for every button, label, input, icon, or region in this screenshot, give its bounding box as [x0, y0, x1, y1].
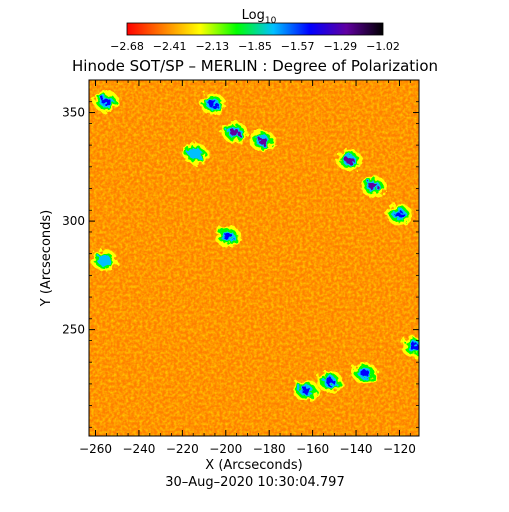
colorbar-tick-label: −1.85	[238, 40, 272, 53]
colorbar-label: Log10	[242, 8, 277, 26]
y-tick-label: 300	[62, 214, 85, 228]
colorbar-tick-label: −1.29	[323, 40, 357, 53]
active-region	[293, 379, 320, 402]
active-region	[221, 121, 248, 143]
active-region	[249, 129, 276, 152]
active-region	[93, 90, 120, 113]
heatmap-regions	[91, 90, 419, 402]
colorbar-tick-label: −1.02	[366, 40, 400, 53]
x-tick-label: −120	[383, 442, 416, 456]
active-region	[199, 93, 226, 115]
active-region	[91, 249, 118, 272]
y-axis-label: Y (Arcseconds)	[39, 210, 54, 307]
active-region	[214, 225, 241, 248]
chart-title: Hinode SOT/SP – MERLIN : Degree of Polar…	[72, 57, 438, 75]
x-axis-label: X (Arcseconds)	[205, 458, 302, 473]
x-tick-label: −200	[209, 442, 242, 456]
x-axis: −260 −240 −220 −200 −180 −160 −140 −120	[79, 80, 416, 456]
colorbar: Log10 −2.68 −2.41 −2.13 −1.85 −1.57 −1.29 −1.0…	[110, 8, 400, 53]
x-tick-label: −260	[79, 442, 112, 456]
active-region	[336, 149, 363, 172]
colorbar-tick-label: −2.41	[153, 40, 187, 53]
x-tick-label: −140	[340, 442, 373, 456]
y-axis: 250 300 350	[62, 101, 419, 428]
x-tick-label: −240	[122, 442, 155, 456]
heatmap-image	[89, 80, 419, 436]
active-region	[182, 142, 209, 165]
colorbar-tick-label: −2.13	[195, 40, 229, 53]
active-region	[316, 370, 344, 393]
x-tick-label: −160	[296, 442, 329, 456]
x-tick-label: −180	[253, 442, 286, 456]
active-region	[360, 175, 387, 198]
colorbar-ticks: −2.68 −2.41 −2.13 −1.85 −1.57 −1.29 −1.02	[110, 40, 400, 53]
colorbar-frame	[126, 22, 384, 36]
observation-timestamp: 30–Aug–2020 10:30:04.797	[165, 475, 344, 490]
active-region	[386, 203, 413, 226]
colorbar-tick-label: −1.57	[281, 40, 315, 53]
active-region	[401, 336, 419, 358]
plot-frame	[88, 79, 420, 437]
y-tick-label: 350	[62, 106, 85, 120]
active-region	[351, 362, 378, 384]
colorbar-gradient	[127, 23, 383, 35]
y-tick-label: 250	[62, 323, 85, 337]
x-tick-label: −220	[166, 442, 199, 456]
colorbar-tick-label: −2.68	[110, 40, 144, 53]
